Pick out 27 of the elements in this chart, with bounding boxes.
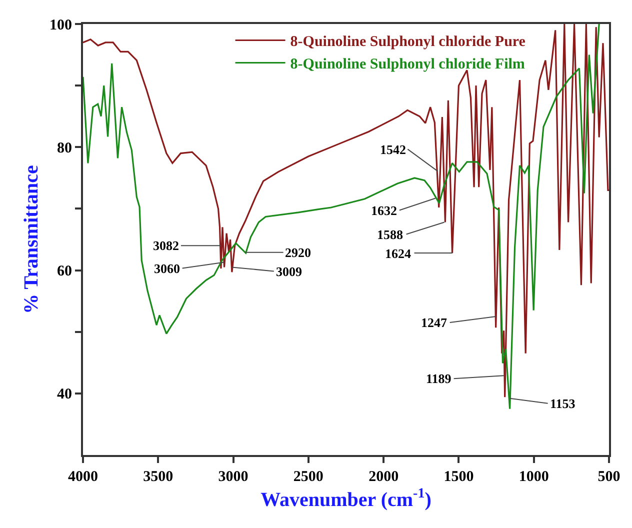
annotation: 3082 [153,238,179,253]
x-tick-label: 3000 [218,469,248,485]
annotation: 1247 [421,315,448,330]
x-tick-label: 1500 [444,469,474,485]
x-tick-label: 3500 [143,469,174,485]
x-tick-label: 500 [598,469,620,485]
y-tick-label: 100 [50,17,72,34]
y-tick-label: 80 [57,140,72,156]
annotation: 2920 [285,245,311,260]
annotation: 1189 [426,371,452,386]
annotation: 1153 [550,396,576,411]
y-tick-label: 60 [57,264,72,280]
annotation: 1542 [380,142,406,157]
y-tick-label: 40 [57,386,72,403]
x-tick-label: 2500 [293,469,324,485]
x-tick-label: 1000 [518,469,549,485]
x-tick-label: 4000 [68,469,98,485]
annotation: 3009 [276,264,302,279]
annotation: 1632 [371,203,397,218]
x-tick-label: 2000 [368,469,399,485]
legend-label: 8-Quinoline Sulphonyl chloride Pure [290,34,526,50]
annotation: 3060 [154,261,180,276]
legend-label: 8-Quinoline Sulphonyl chloride Film [290,56,526,73]
x-axis-title: Wavenumber (cm$^{-1}$) [260,486,432,511]
annotation: 1624 [385,246,412,261]
y-axis-title: % Transmittance [20,165,42,314]
annotation: 1588 [377,227,404,242]
